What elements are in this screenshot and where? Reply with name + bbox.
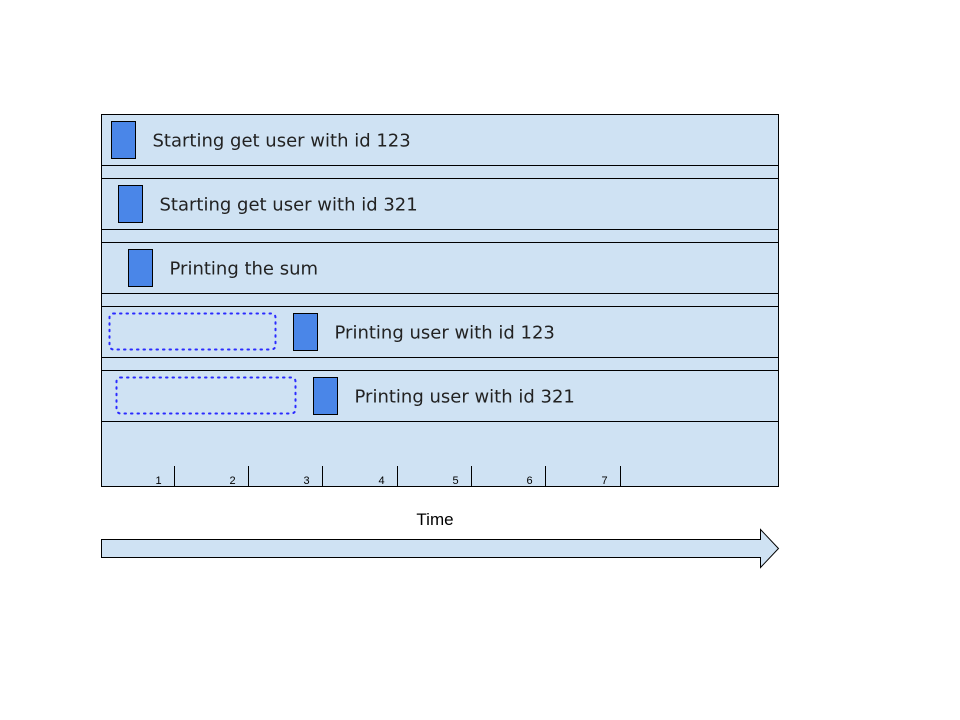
- row-label: Starting get user with id 123: [153, 131, 411, 152]
- lanes-group: Starting get user with id 123 Starting ge…: [101, 114, 779, 422]
- row-label: Printing the sum: [170, 259, 319, 280]
- wait-period-outline: [115, 376, 297, 415]
- time-axis-title: Time: [416, 510, 453, 529]
- task-block: [293, 313, 318, 351]
- row-label: Printing user with id 321: [355, 387, 575, 408]
- tick-label: 3: [303, 475, 309, 487]
- task-block: [111, 121, 136, 159]
- row-label: Printing user with id 123: [335, 323, 555, 344]
- task-block: [128, 249, 153, 287]
- tick-label: 4: [378, 475, 384, 487]
- timeline-panel: [101, 114, 779, 487]
- tick-label: 6: [526, 475, 532, 487]
- time-arrow: [101, 528, 780, 569]
- row-label: Starting get user with id 321: [160, 195, 418, 216]
- time-ticks: 1 2 3 4 5 6 7: [155, 466, 621, 487]
- tick-label: 5: [452, 475, 458, 487]
- tick-label: 7: [601, 475, 607, 487]
- task-block: [118, 185, 143, 223]
- tick-label: 1: [155, 475, 161, 487]
- tick-label: 2: [229, 475, 235, 487]
- task-block: [313, 377, 338, 415]
- wait-period-outline: [108, 312, 277, 351]
